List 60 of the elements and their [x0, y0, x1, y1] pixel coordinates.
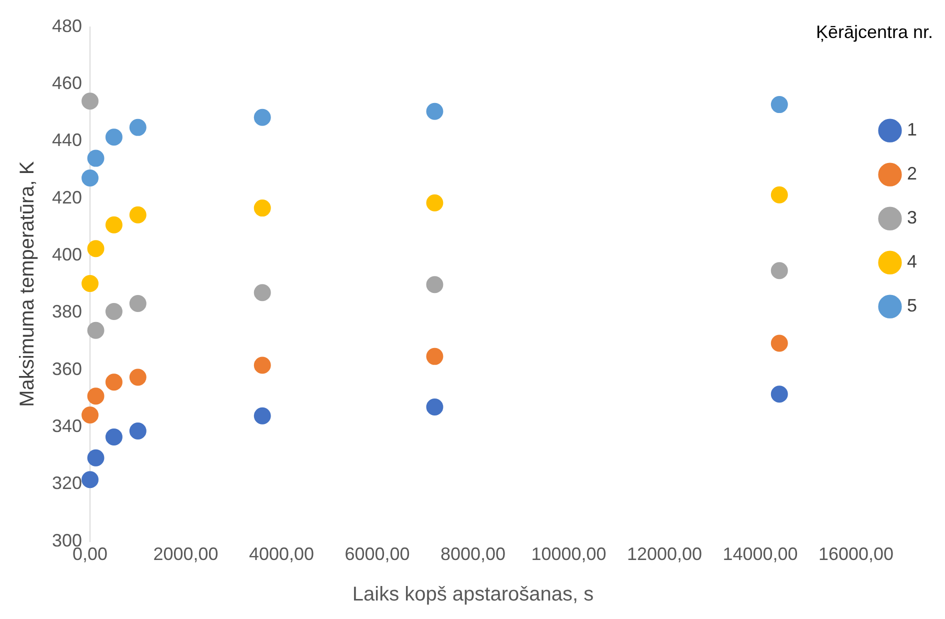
point [105, 303, 122, 320]
point [426, 194, 444, 212]
point [254, 284, 271, 302]
point [426, 276, 444, 294]
point [254, 108, 271, 126]
legend-label: 5 [906, 296, 918, 316]
y-tick-label: 320 [52, 473, 82, 494]
point [770, 262, 788, 280]
point [105, 216, 122, 234]
y-axis-title: Maksimuma temperatūra, K [16, 160, 39, 407]
point [129, 422, 146, 440]
legend-label: 2 [906, 164, 918, 184]
y-tick-label: 400 [52, 244, 82, 264]
x-tick-label: 4000,00 [248, 544, 314, 564]
x-tick-label: 12000,00 [626, 544, 702, 564]
point [82, 275, 99, 292]
point [770, 386, 788, 403]
point [129, 118, 146, 136]
point [87, 388, 104, 405]
point [254, 200, 271, 217]
y-tick-label: 440 [52, 130, 82, 150]
point [105, 428, 122, 446]
point [129, 206, 146, 224]
point [82, 170, 99, 187]
x-tick-label: 8000,00 [440, 544, 506, 564]
y-tick-label: 380 [52, 302, 82, 322]
point [82, 471, 99, 488]
point [770, 186, 788, 204]
y-tick-label: 480 [52, 16, 82, 36]
legend-label: 3 [906, 208, 918, 228]
y-tick-label: 360 [52, 358, 82, 379]
y-tick-label: 340 [52, 416, 82, 436]
point [129, 295, 146, 312]
point [770, 334, 788, 352]
point [87, 322, 104, 339]
point [87, 240, 104, 258]
x-tick-label: 16000,00 [818, 544, 894, 564]
y-tick-label: 420 [52, 187, 82, 208]
point [82, 92, 99, 110]
x-tick-label: 6000,00 [344, 544, 410, 564]
point [87, 150, 104, 167]
point [426, 102, 444, 120]
point [82, 406, 99, 424]
x-tick-label: 2000,00 [153, 544, 218, 564]
point [105, 374, 122, 391]
x-tick-label: 14000,00 [722, 544, 798, 564]
legend-label: 4 [906, 252, 918, 272]
x-axis-title: Laiks kopš apstarošanas, s [352, 584, 594, 606]
point [254, 407, 271, 424]
point [426, 398, 444, 416]
point [770, 96, 788, 114]
point [105, 128, 122, 146]
point [254, 356, 271, 374]
point [129, 368, 146, 386]
point [87, 449, 104, 466]
legend-label: 1 [906, 120, 918, 140]
y-tick-label: 460 [52, 72, 82, 93]
legend-title: Ķērājcentra nr. [816, 22, 933, 42]
x-tick-label: 10000,00 [531, 544, 606, 564]
point [426, 348, 444, 365]
